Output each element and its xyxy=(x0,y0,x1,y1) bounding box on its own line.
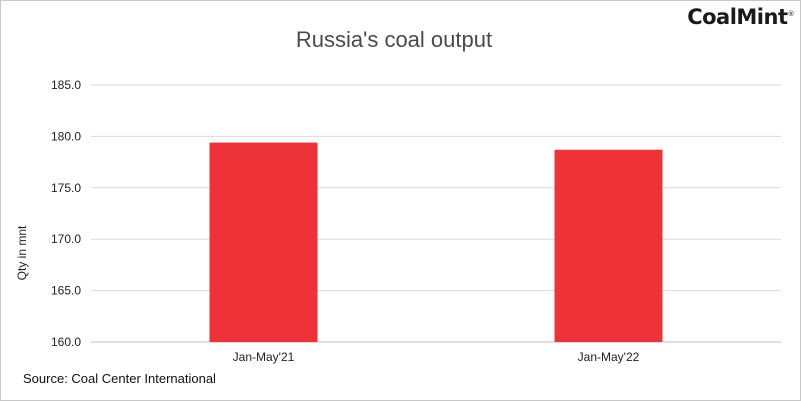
y-tick-label: 170.0 xyxy=(51,232,81,246)
bar-series xyxy=(209,142,663,342)
y-tick-label: 175.0 xyxy=(51,181,81,195)
chart-title: Russia's coal output xyxy=(296,27,492,52)
bar xyxy=(554,149,663,342)
bar xyxy=(209,142,318,342)
y-tick-label: 160.0 xyxy=(51,335,81,349)
y-axis-label: Qty in mnt xyxy=(15,225,29,280)
y-axis-ticks: 160.0 165.0 170.0 175.0 180.0 185.0 xyxy=(51,78,81,349)
y-tick-label: 185.0 xyxy=(51,78,81,92)
x-category-label: Jan-May'21 xyxy=(233,350,295,364)
source-note: Source: Coal Center International xyxy=(23,371,216,386)
y-tick-label: 165.0 xyxy=(51,284,81,298)
x-axis-categories: Jan-May'21 Jan-May'22 xyxy=(233,350,640,364)
x-category-label: Jan-May'22 xyxy=(578,350,640,364)
brand-name: CoalMint xyxy=(687,5,788,29)
grid-lines xyxy=(91,84,781,343)
brand-logo: CoalMint® xyxy=(687,5,794,29)
registered-mark: ® xyxy=(787,10,795,18)
y-tick-label: 180.0 xyxy=(51,129,81,143)
